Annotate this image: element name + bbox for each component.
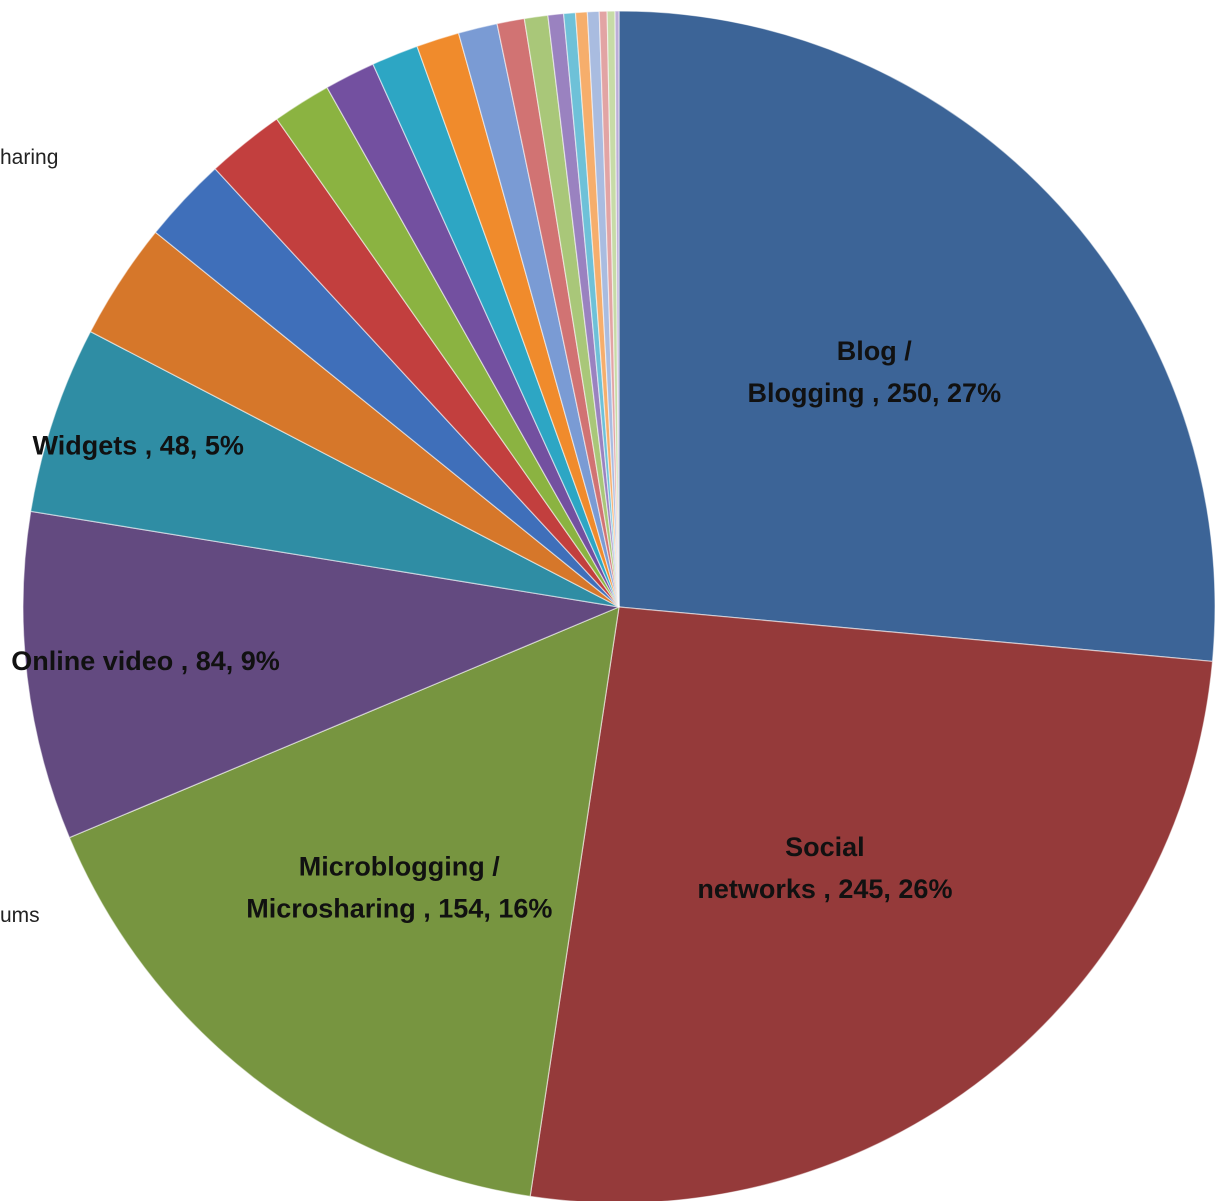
pie-slice-2 (68, 606, 620, 1198)
outside-label-forums: ums (0, 904, 40, 927)
slice-label-0-line-0: Blog / (837, 336, 912, 366)
outside-label-sharing: haring (0, 146, 58, 169)
slice-labels: Blog / Blogging , 250, 27% Social networks … (11, 336, 1001, 923)
pie-slice-4 (30, 330, 620, 608)
slice-label-4-line-0: Widgets , 48, 5% (33, 430, 244, 460)
pie-slice-0 (618, 10, 1216, 663)
pie-slices (22, 10, 1216, 1201)
pie-slice-21 (614, 10, 620, 608)
slice-label-1-line-0: Social (785, 832, 865, 862)
slice-label-1-line-1: networks , 245, 26% (697, 874, 952, 904)
pie-slice-3 (22, 510, 622, 839)
slice-label-2-line-1: Microsharing , 154, 16% (246, 893, 552, 923)
slice-label-0-line-1: Blogging , 250, 27% (748, 378, 1002, 408)
slice-label-2-line-0: Microblogging / (299, 851, 500, 881)
slice-label-3-line-0: Online video , 84, 9% (11, 646, 280, 676)
pie-slice-1 (529, 606, 1214, 1201)
